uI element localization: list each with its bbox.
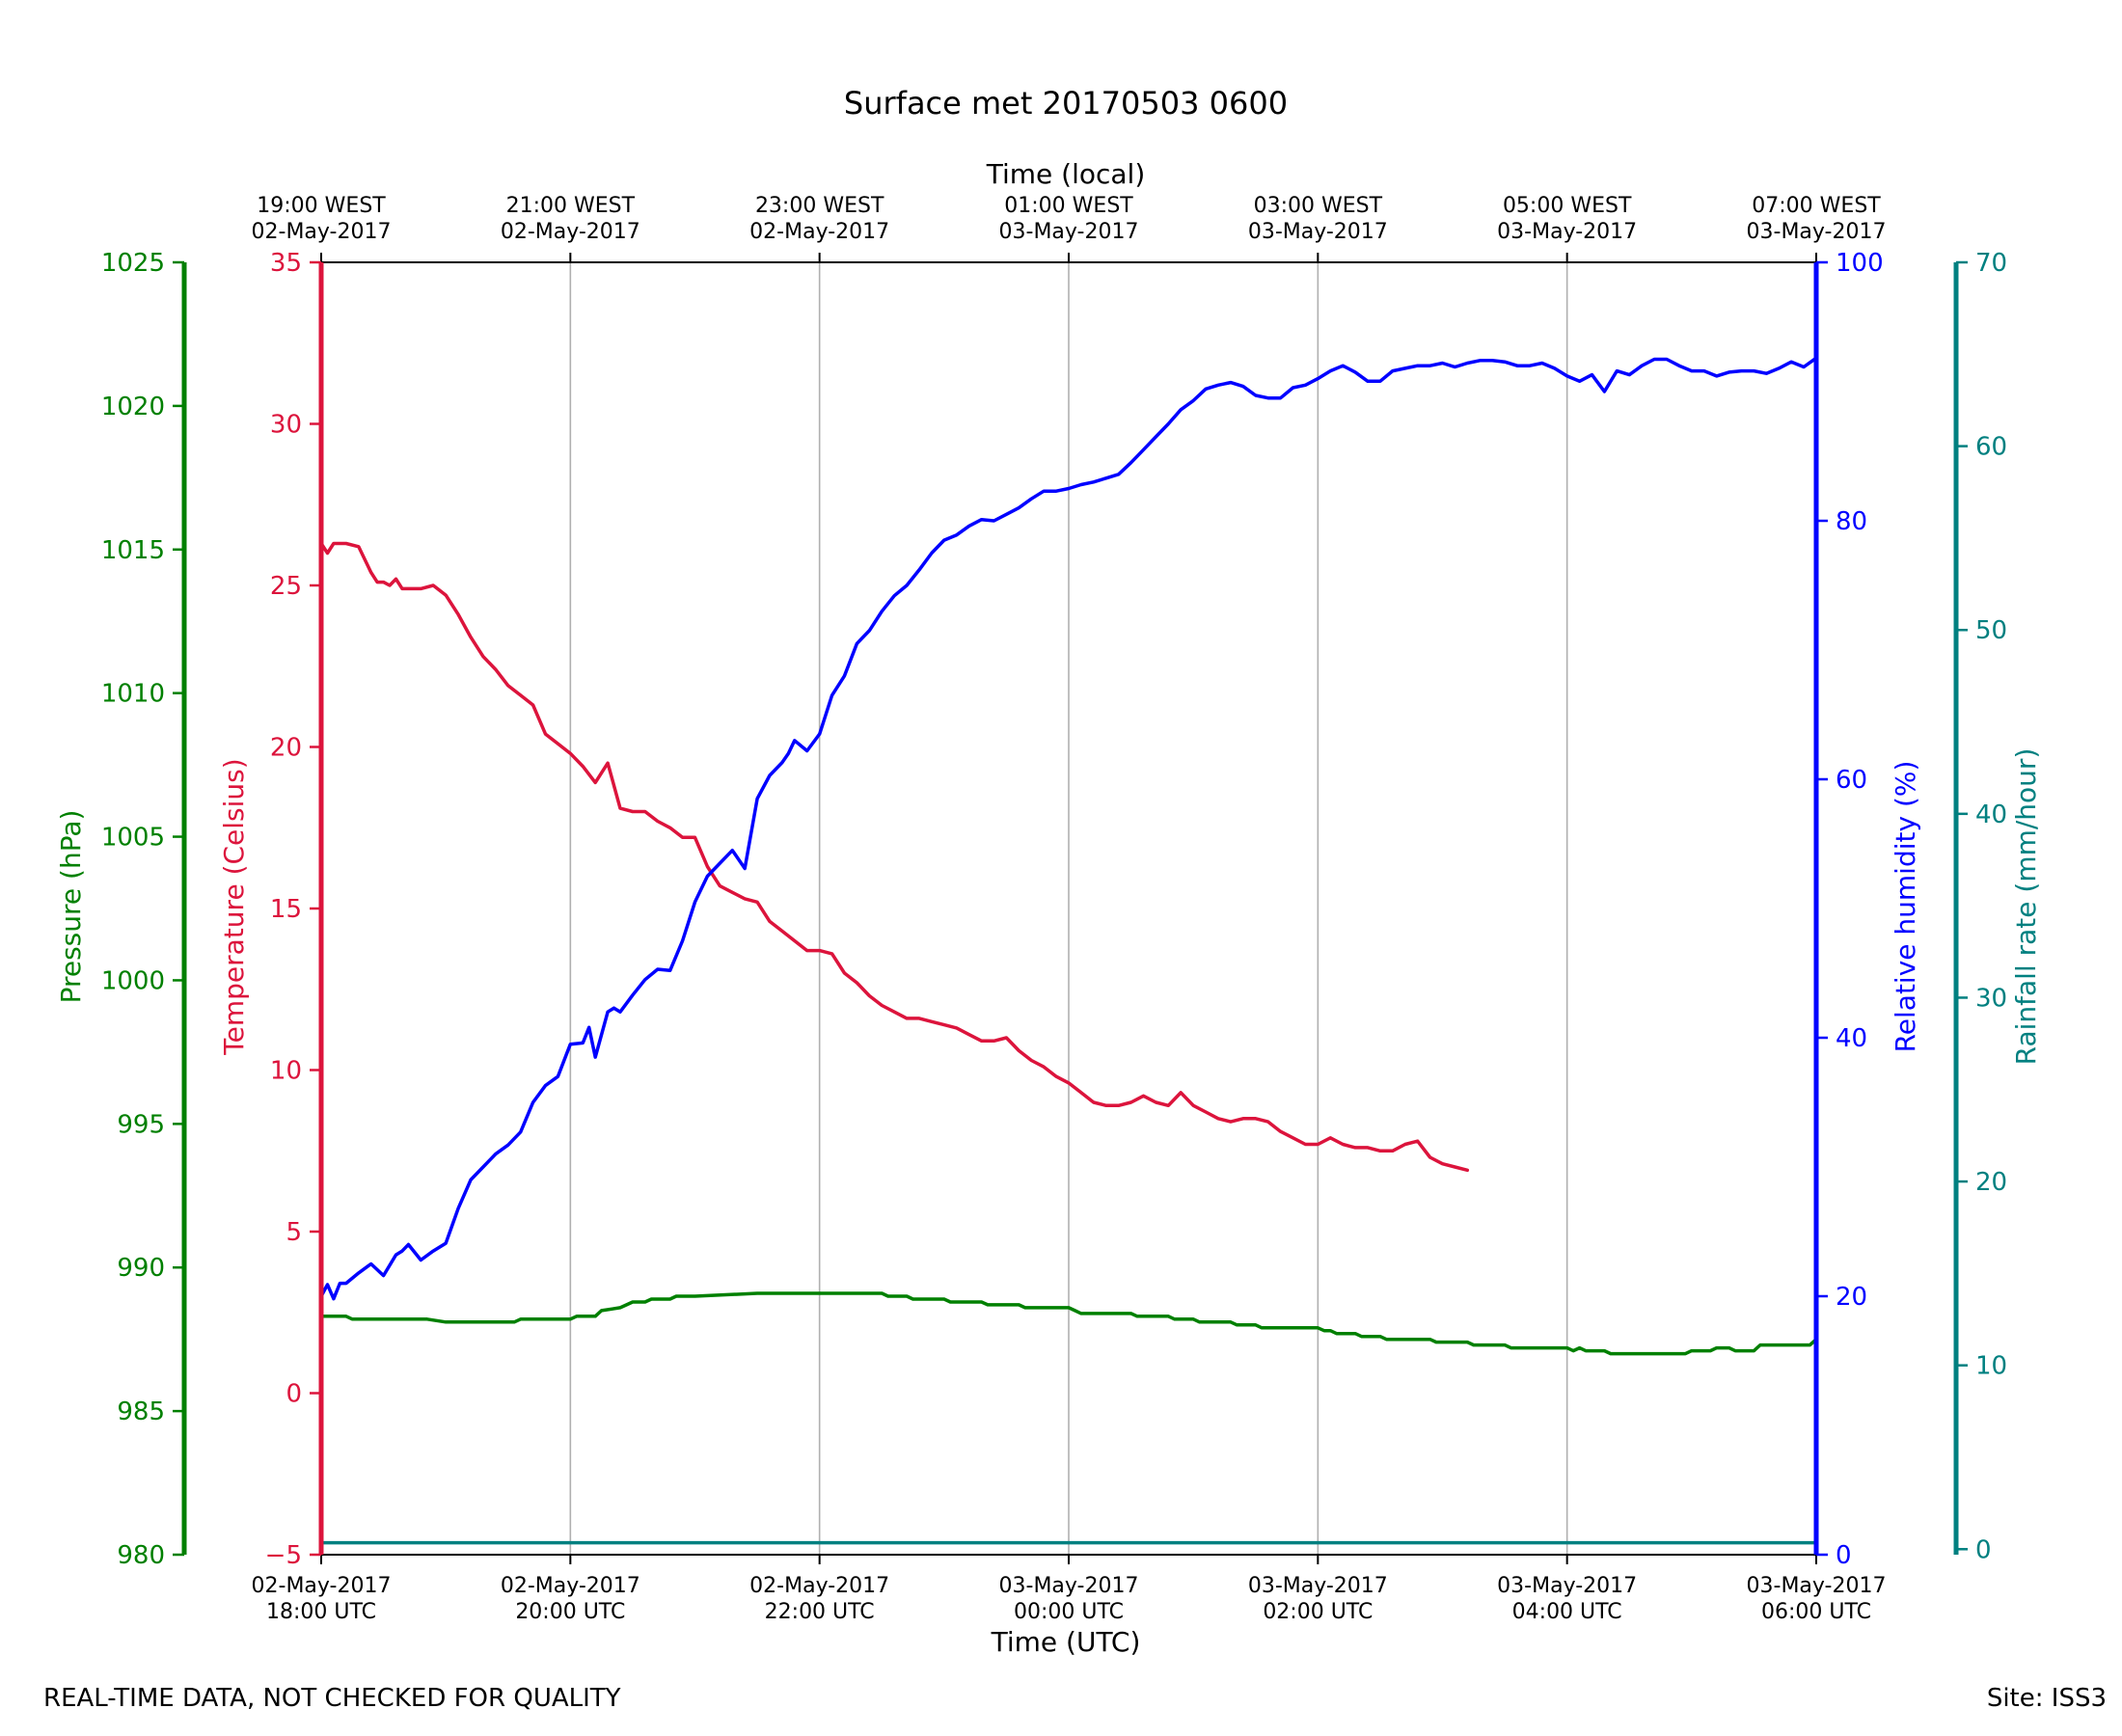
humidity-tick-label: 60: [1836, 766, 1867, 795]
temperature-tick-label: 25: [270, 572, 302, 601]
pressure-tick-label: 1025: [101, 249, 165, 278]
x-tick-label-top: 03-May-2017: [1497, 220, 1637, 244]
pressure-series-line: [319, 1291, 1818, 1356]
pressure-tick-label: 1010: [101, 680, 165, 709]
chart-title: Surface met 20170503 0600: [844, 85, 1288, 122]
x-tick-label-bottom: 02-May-2017: [749, 1574, 889, 1598]
temperature-tick-label: 5: [286, 1218, 302, 1247]
x-tick-label-top: 03-May-2017: [1747, 220, 1887, 244]
temperature-tick-label: 30: [270, 411, 302, 440]
x-tick-label-bottom: 04:00 UTC: [1512, 1600, 1622, 1624]
x-tick-label-top: 01:00 WEST: [1004, 194, 1133, 218]
rainfall-tick-label: 70: [1975, 249, 2007, 278]
rainfall-tick-label: 10: [1975, 1352, 2007, 1381]
pressure-tick-label: 985: [117, 1397, 165, 1426]
bottom-axis-label: Time (UTC): [991, 1626, 1141, 1658]
x-tick-label-top: 02-May-2017: [749, 220, 889, 244]
pressure-tick-label: 1015: [101, 536, 165, 565]
x-tick-label-bottom: 02:00 UTC: [1263, 1600, 1373, 1624]
pressure-tick-label: 1000: [101, 966, 165, 995]
temperature-tick-label: 0: [286, 1380, 302, 1409]
temperature-series-line: [319, 541, 1470, 1173]
x-tick-label-bottom: 02-May-2017: [501, 1574, 640, 1598]
x-tick-label-top: 07:00 WEST: [1752, 194, 1881, 218]
x-tick-label-bottom: 03-May-2017: [1248, 1574, 1388, 1598]
humidity-axis-label: Relative humidity (%): [1890, 761, 1921, 1053]
humidity-tick-label: 80: [1836, 507, 1867, 536]
x-tick-label-top: 03:00 WEST: [1254, 194, 1383, 218]
x-tick-label-top: 05:00 WEST: [1503, 194, 1632, 218]
grid-layer: [569, 262, 1568, 1555]
x-tick-label-top: 19:00 WEST: [257, 194, 386, 218]
x-tick-label-bottom: 00:00 UTC: [1014, 1600, 1124, 1624]
rainfall-axis-label: Rainfall rate (mm/hour): [2010, 748, 2042, 1066]
pressure-tick-label: 990: [117, 1254, 165, 1283]
x-tick-label-top: 02-May-2017: [501, 220, 640, 244]
x-tick-label-bottom: 03-May-2017: [999, 1574, 1139, 1598]
temperature-tick-label: −5: [265, 1541, 302, 1570]
x-tick-label-top: 03-May-2017: [1248, 220, 1388, 244]
x-tick-label-top: 21:00 WEST: [506, 194, 636, 218]
x-tick-label-top: 23:00 WEST: [755, 194, 884, 218]
rainfall-tick-label: 20: [1975, 1168, 2007, 1197]
temperature-tick-label: 35: [270, 249, 302, 278]
quality-note: REAL-TIME DATA, NOT CHECKED FOR QUALITY: [43, 1684, 621, 1713]
x-tick-label-bottom: 18:00 UTC: [266, 1600, 376, 1624]
pressure-tick-label: 980: [117, 1541, 165, 1570]
pressure-tick-label: 1005: [101, 824, 165, 853]
temperature-axis-label: Temperature (Celsius): [218, 758, 250, 1055]
rainfall-tick-label: 40: [1975, 800, 2007, 829]
rainfall-tick-label: 0: [1975, 1535, 1992, 1564]
x-tick-label-bottom: 22:00 UTC: [765, 1600, 875, 1624]
temperature-tick-label: 10: [270, 1057, 302, 1086]
x-tick-label-bottom: 06:00 UTC: [1761, 1600, 1871, 1624]
temperature-tick-label: 15: [270, 895, 302, 924]
rainfall-tick-label: 30: [1975, 984, 2007, 1013]
humidity-tick-label: 100: [1836, 249, 1884, 278]
x-tick-label-bottom: 03-May-2017: [1747, 1574, 1887, 1598]
pressure-tick-label: 995: [117, 1110, 165, 1139]
x-tick-label-top: 02-May-2017: [252, 220, 392, 244]
series-layer: [319, 356, 1818, 1545]
x-tick-label-bottom: 03-May-2017: [1497, 1574, 1637, 1598]
x-tick-label-bottom: 20:00 UTC: [515, 1600, 625, 1624]
humidity-tick-label: 0: [1836, 1541, 1852, 1570]
temperature-tick-label: 20: [270, 734, 302, 763]
rainfall-tick-label: 50: [1975, 616, 2007, 645]
pressure-tick-label: 1020: [101, 393, 165, 421]
humidity-series-line: [319, 356, 1818, 1301]
humidity-tick-label: 20: [1836, 1283, 1867, 1312]
site-label: Site: ISS3: [1986, 1684, 2107, 1713]
top-axis-label: Time (local): [986, 158, 1146, 190]
pressure-axis-label: Pressure (hPa): [55, 810, 87, 1004]
rainfall-tick-label: 60: [1975, 433, 2007, 462]
x-tick-label-bottom: 02-May-2017: [252, 1574, 392, 1598]
x-tick-label-top: 03-May-2017: [999, 220, 1139, 244]
humidity-tick-label: 40: [1836, 1024, 1867, 1053]
